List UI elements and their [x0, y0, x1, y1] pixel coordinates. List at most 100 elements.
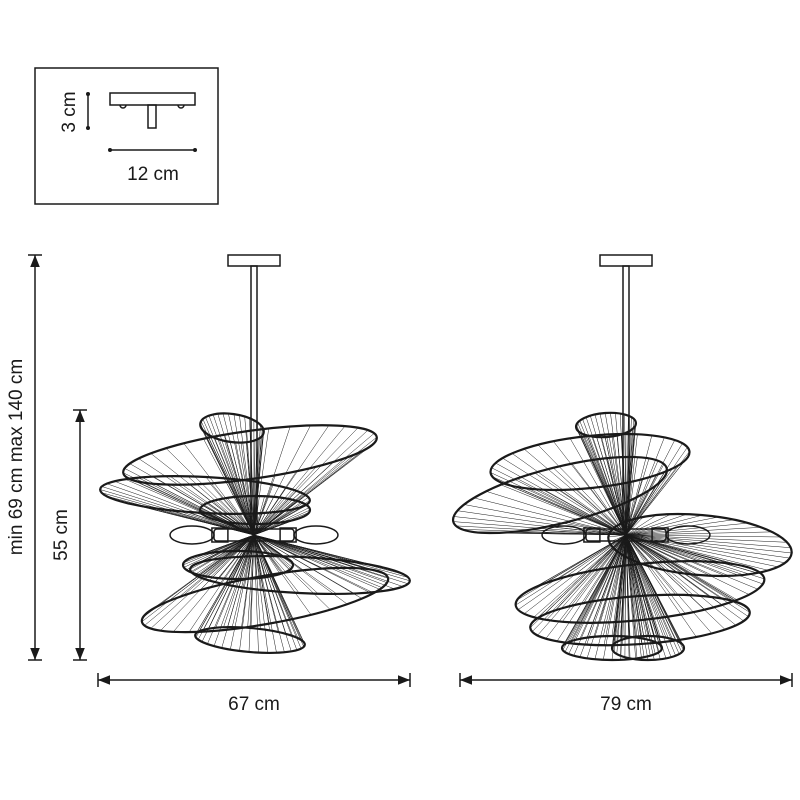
shade-wire: [625, 457, 638, 536]
shade-wire: [625, 513, 672, 536]
shade-wire: [625, 534, 672, 639]
shade-wire: [625, 534, 697, 638]
shade-wire: [253, 534, 319, 594]
shade-height-label: 55 cm: [51, 509, 72, 561]
shade-wire: [625, 534, 649, 637]
shade-wire: [253, 429, 369, 536]
shade-wire: [603, 534, 627, 660]
shade-wire: [253, 534, 388, 583]
shade-wire: [253, 534, 266, 554]
shade-wire: [625, 534, 791, 548]
shade-ring: [194, 626, 306, 654]
shade-wire: [603, 534, 627, 637]
shade-wire: [576, 424, 627, 536]
shade-wire: [533, 534, 627, 618]
shade-wire: [579, 534, 627, 639]
shade-wire: [625, 463, 665, 536]
shade-wire: [253, 534, 269, 653]
shade-wire: [586, 534, 627, 645]
shade-wire: [253, 534, 277, 653]
shade-wire: [218, 534, 255, 586]
shade-wire: [568, 534, 627, 643]
shade-wire: [457, 510, 627, 536]
shade-wire: [511, 453, 627, 536]
shade-wire: [253, 484, 274, 536]
shade-wire: [253, 534, 259, 653]
canopy: [227, 254, 281, 267]
shade-wire: [610, 531, 627, 536]
shade-wire: [240, 442, 255, 536]
bulb-icon: [169, 525, 215, 545]
shade-wire: [523, 448, 627, 536]
shade-wire: [625, 420, 636, 536]
shade-wire: [564, 534, 627, 653]
shade-wire: [253, 534, 281, 557]
shade-wire: [253, 534, 312, 615]
shade-wire: [253, 424, 261, 536]
shade-wire: [253, 425, 346, 536]
shade-wire: [156, 534, 255, 608]
shade-wire: [603, 534, 627, 646]
shade-wire: [625, 534, 676, 641]
shade-ring: [451, 455, 669, 535]
bulb-icon: [665, 525, 711, 545]
shade-wire: [231, 481, 255, 536]
shade-wire: [625, 447, 688, 536]
shade-wire: [625, 534, 661, 637]
shade-wire: [579, 420, 627, 536]
shade-wire: [224, 434, 255, 536]
shade-wire: [253, 534, 266, 578]
shade-wire: [625, 465, 678, 536]
shade-wire: [625, 534, 686, 614]
shade-wire: [202, 534, 255, 631]
shade-wire: [106, 483, 255, 536]
shade-wire: [532, 534, 627, 632]
front-width-label: 67 cm: [228, 694, 280, 715]
shade-wire: [182, 534, 255, 596]
shade-wire: [534, 472, 627, 536]
bulb-socket: [279, 527, 297, 543]
canopy-inset: 3 cm 12 cm: [34, 67, 219, 205]
shade-wire: [486, 491, 627, 536]
shade-wire: [625, 534, 649, 661]
inset-width-label: 12 cm: [127, 164, 179, 185]
shade-wire: [228, 534, 255, 552]
shade-wire: [500, 484, 627, 536]
shade-wire: [625, 513, 687, 536]
shade-wire: [625, 534, 710, 597]
shade-wire: [625, 514, 703, 536]
shade-wire: [625, 435, 653, 536]
shade-wire: [253, 487, 287, 536]
shade-wire: [625, 534, 726, 630]
shade-wire: [625, 418, 635, 536]
shade-wire: [616, 534, 627, 643]
shade-wire: [205, 476, 255, 536]
shade-wire: [497, 480, 627, 536]
shade-wire: [625, 514, 657, 536]
shade-wire: [625, 534, 680, 562]
shade-wire: [530, 534, 627, 590]
shade-wire: [545, 534, 627, 639]
shade-wire: [187, 476, 255, 536]
shade-wire: [183, 443, 255, 536]
shade-wire: [253, 478, 255, 536]
shade-wire: [568, 534, 627, 607]
lamp-side-view: [451, 254, 793, 662]
shade-wire: [625, 534, 636, 660]
shade-wire: [517, 534, 627, 610]
lamp-front-view: [99, 254, 411, 654]
shade-wire: [594, 534, 627, 660]
shade-wire: [604, 412, 627, 536]
shade-wire: [594, 534, 627, 637]
shade-wire: [253, 534, 258, 579]
shade-wire: [625, 534, 667, 638]
shade-wire: [602, 511, 627, 536]
shade-wire: [502, 457, 627, 536]
bulb-icon: [293, 525, 339, 545]
shade-wire: [625, 534, 676, 656]
shade-wire: [253, 534, 258, 552]
shade-wire: [624, 534, 627, 639]
shade-wire: [253, 504, 307, 536]
height-dimensions: min 69 cm max 140 cm 55 cm: [6, 254, 87, 661]
